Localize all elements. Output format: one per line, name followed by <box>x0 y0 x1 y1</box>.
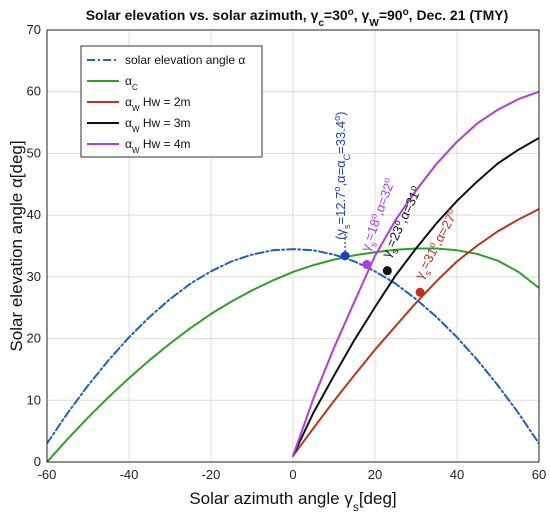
subscript: W <box>369 18 379 29</box>
legend: solar elevation angle α αC αW Hw = 2m αW Hw… <box>80 45 263 158</box>
x-tick-label: -20 <box>202 467 221 482</box>
subscript: s <box>389 247 400 256</box>
x-tick-label: 60 <box>532 467 546 482</box>
y-tick-label: 70 <box>27 22 41 37</box>
subscript: W <box>132 125 140 134</box>
intersection-marker-3 <box>382 266 392 276</box>
intersection-marker-4 <box>415 287 425 297</box>
series-group <box>47 90 539 462</box>
legend-label-3: αW Hw = 2m <box>125 95 191 113</box>
y-tick-label: 10 <box>27 392 41 407</box>
x-axis-label: Solar azimuth angle γs[deg] <box>189 489 396 514</box>
x-tick-labels: -60 -40 -20 0 20 40 60 <box>38 467 547 482</box>
intersection-marker-2 <box>362 260 372 270</box>
intersection-marker-1 <box>340 251 350 261</box>
plot-frame <box>46 29 540 463</box>
y-tick-label: 50 <box>27 145 41 160</box>
subscript: s <box>423 268 434 277</box>
x-tick-label: -40 <box>120 467 139 482</box>
degree-superscript: o <box>332 116 342 121</box>
chart-title: Solar elevation vs. solar azimuth, γc=30… <box>86 7 509 29</box>
subscript: W <box>132 104 140 113</box>
series-line-1 <box>47 248 539 445</box>
subscript: s <box>368 240 379 248</box>
degree-superscript: o <box>444 206 455 215</box>
subscript: C <box>132 83 138 92</box>
y-tick-label: 30 <box>27 269 41 284</box>
series-line-2 <box>47 247 539 462</box>
subscript: C <box>342 153 352 160</box>
series-line-5 <box>292 90 539 457</box>
legend-label-1: solar elevation angle α <box>125 53 245 67</box>
x-tick-label: -60 <box>38 467 57 482</box>
y-tick-label: 40 <box>27 207 41 222</box>
degree-superscript: o <box>408 184 419 193</box>
x-tick-label: 40 <box>450 467 464 482</box>
degree-superscript: o <box>348 7 354 18</box>
subscript: W <box>132 146 140 155</box>
degree-superscript: o <box>381 176 392 184</box>
y-tick-label: 60 <box>27 84 41 99</box>
y-tick-label: 0 <box>34 454 41 469</box>
series-line-3 <box>292 208 539 457</box>
degree-superscript: o <box>392 218 403 227</box>
series-line-4 <box>292 137 539 457</box>
subscript: s <box>342 224 352 229</box>
subscript: s <box>353 500 359 514</box>
markers-group <box>340 231 425 297</box>
x-tick-label: 0 <box>289 467 296 482</box>
legend-label-2: αC <box>125 74 138 92</box>
legend-label-4: αW Hw = 3m <box>125 116 191 134</box>
degree-superscript: o <box>426 240 437 249</box>
degree-superscript: o <box>403 7 409 18</box>
degree-superscript: o <box>332 187 342 192</box>
degree-superscript: o <box>368 212 379 220</box>
subscript: c <box>318 18 324 29</box>
y-axis-label: Solar elevation angle α[deg] <box>7 140 26 351</box>
y-tick-labels: 0 10 20 30 40 50 60 70 <box>27 22 41 469</box>
legend-label-5: αW Hw = 4m <box>125 137 191 155</box>
intersection-annotation-1: (γs=12.7o,α=αC=33.4o) <box>332 112 352 240</box>
x-tick-label: 20 <box>368 467 382 482</box>
y-tick-label: 20 <box>27 331 41 346</box>
